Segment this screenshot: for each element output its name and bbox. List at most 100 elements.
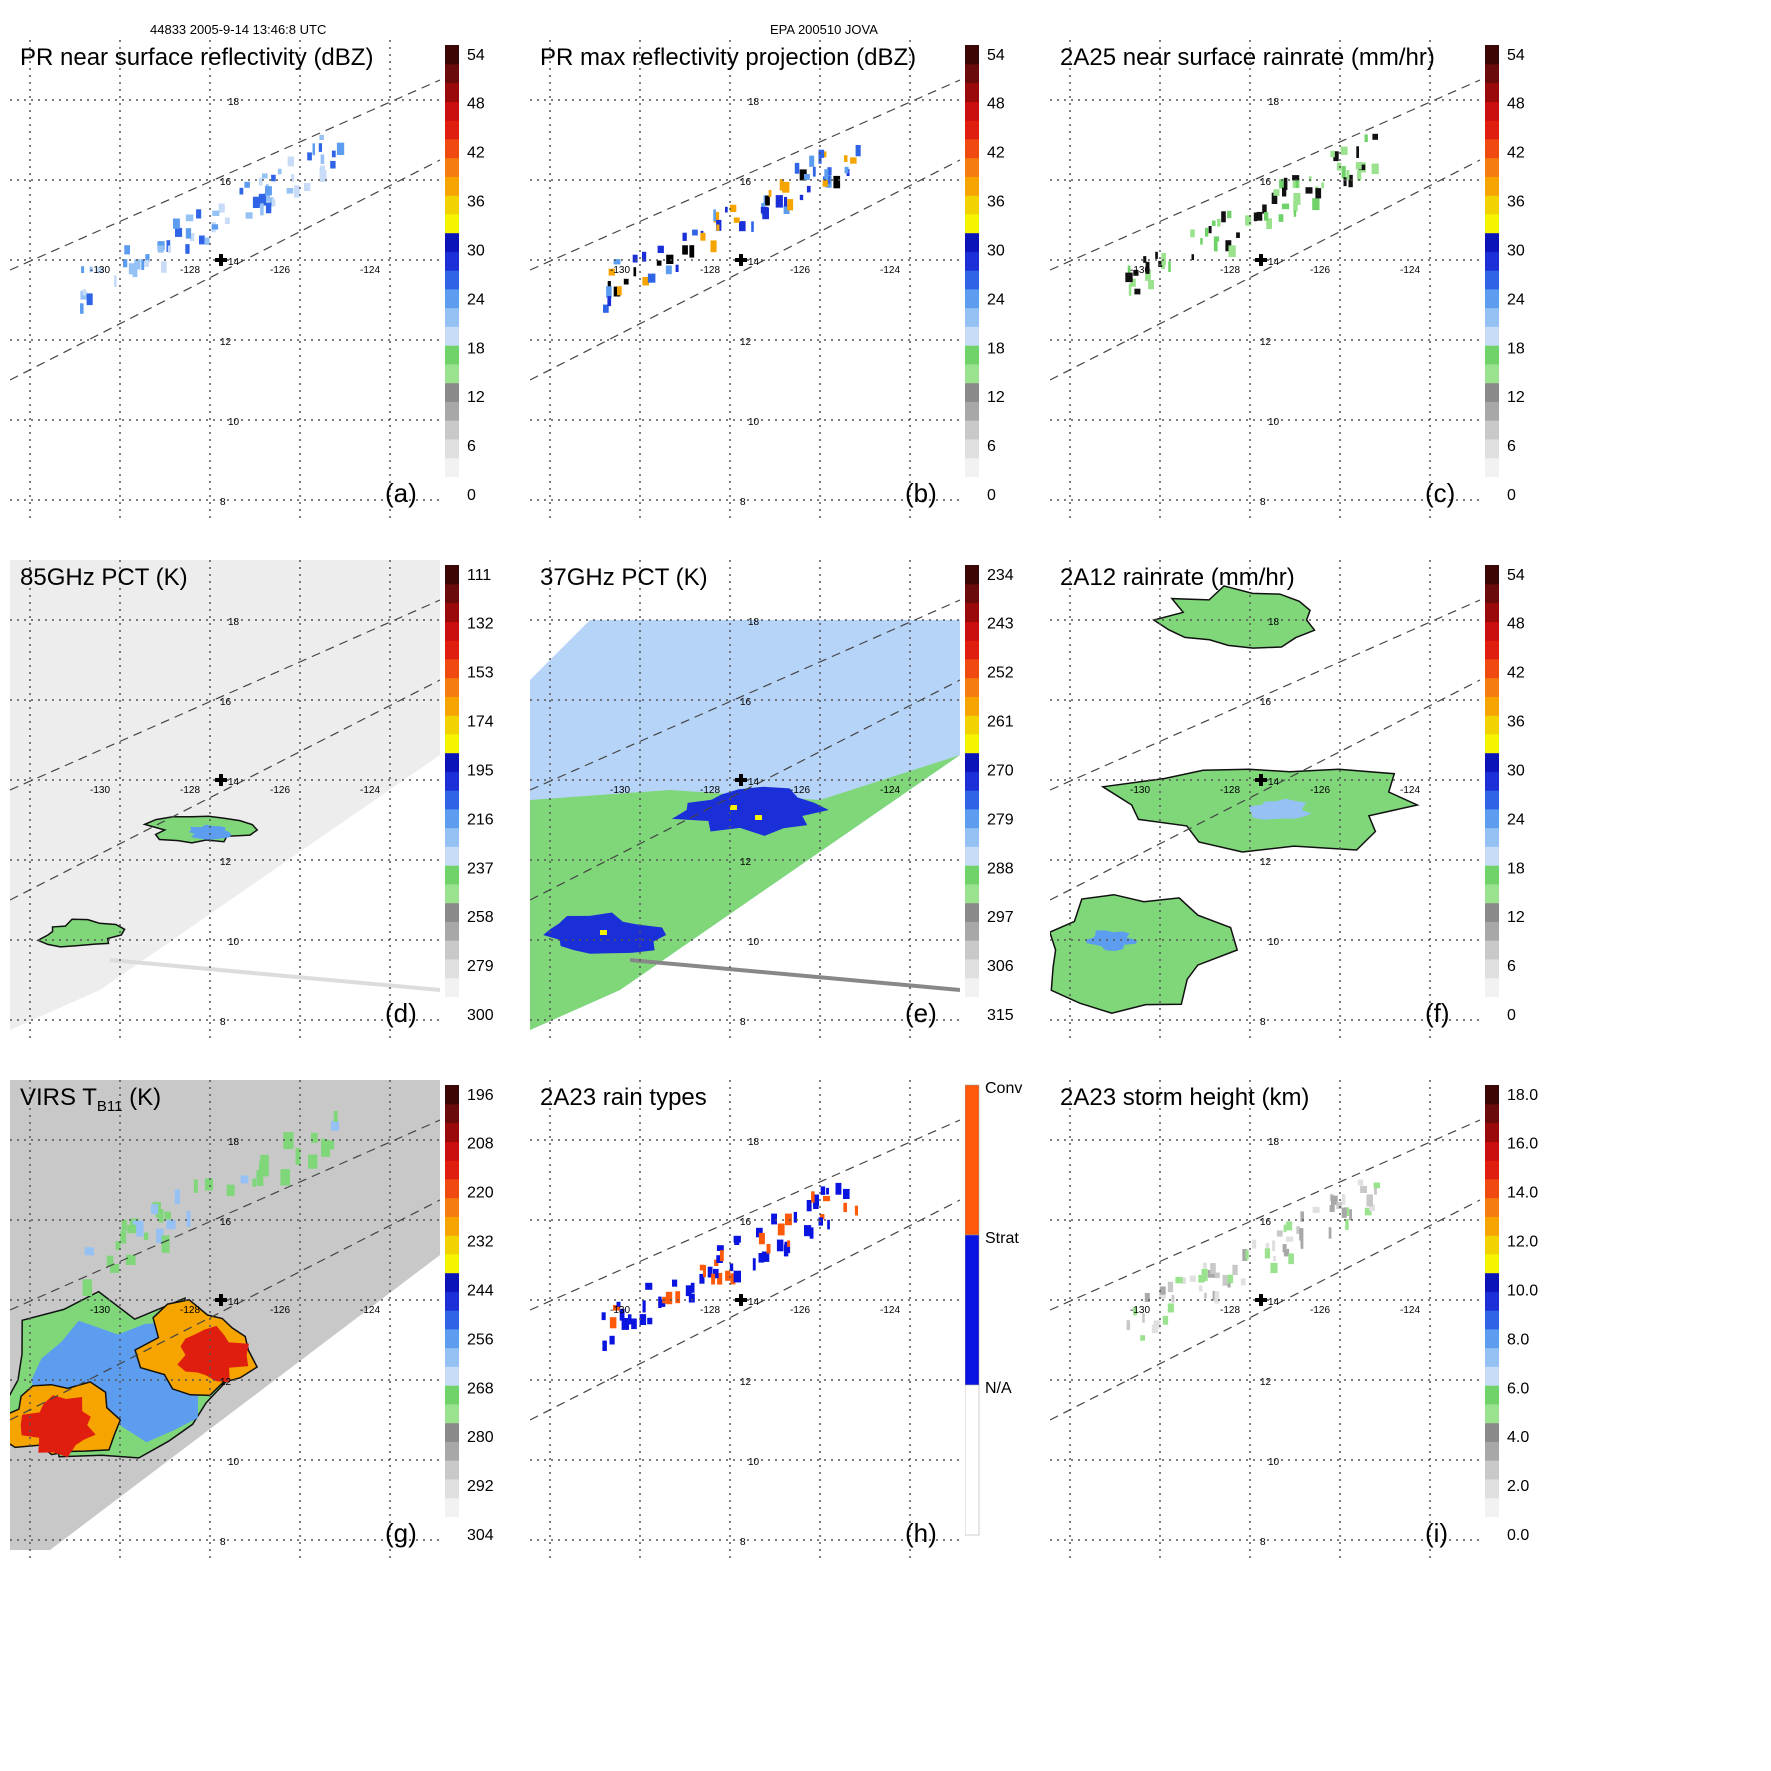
precip-pixel [1202,1262,1207,1269]
y-tick-label: 8 [220,1017,226,1028]
precip-pixel [819,1214,825,1220]
precip-pixel [1273,1256,1276,1262]
precip-pixel [609,1335,615,1345]
x-tick-label: -124 [880,265,900,276]
colorbar-label: 10.0 [1507,1282,1538,1299]
precip-pixel [1133,269,1139,276]
y-tick-label: 10 [1268,1457,1280,1468]
colorbar-segment [445,1366,459,1386]
precip-pixel [827,1219,830,1230]
colorbar-segment [1485,232,1499,252]
precip-pixel [642,251,647,262]
precip-pixel [1373,1182,1380,1189]
colorbar-segment [1485,752,1499,772]
colorbar-segment [1485,307,1499,327]
precip-pixel [812,166,816,177]
precip-pixel [331,150,336,158]
panel-letter: (b) [905,478,937,508]
precip-pixel [1204,1292,1207,1299]
colorbar-segment [965,382,979,402]
precip-pixel [1357,170,1362,181]
precip-pixel [804,174,810,180]
precip-pixel [855,145,861,157]
x-tick-label: -124 [1400,265,1420,276]
precip-pixel [714,1259,719,1266]
precip-pixel [854,1205,858,1216]
colorbar-segment [1485,996,1499,1016]
precip-pixel [330,160,336,169]
precip-pixel [843,1188,850,1199]
colorbar-label: 132 [467,616,494,633]
colorbar-segment [445,1403,459,1424]
swath-edge [530,79,960,271]
colorbar-segment [1485,771,1499,791]
precip-pixel [1213,1272,1220,1279]
precip-pixel [799,194,804,201]
colorbar-label: 297 [987,909,1014,926]
colorbar-label: 36 [467,194,485,211]
colorbar-segment [1485,1178,1499,1199]
precip-pixel [265,202,272,214]
storm-center-marker [1255,1294,1267,1306]
colorbar-segment [445,583,459,604]
colorbar-label: Strat [985,1230,1019,1247]
precip-pixel [818,149,825,158]
colorbar-segment [965,1234,980,1386]
colorbar-segment [1485,382,1499,402]
colorbar-segment [1485,1347,1499,1367]
cloud-speckle [310,1132,318,1143]
storm-name-label: EPA 200510 JOVA [770,22,878,37]
precip-pixel [1159,1286,1166,1295]
cloud-speckle [136,1221,144,1237]
colorbar-segment [445,363,459,384]
precip-pixel [319,134,324,141]
colorbar-segment [1485,1385,1499,1405]
x-tick-label: -126 [270,1305,290,1316]
colorbar-label: 18 [987,340,1005,357]
precip-pixel [1130,278,1136,287]
precip-pixel [1278,214,1284,222]
y-tick-label: 12 [740,857,752,868]
x-tick-label: -126 [790,265,810,276]
precip-pixel [1142,1313,1145,1323]
colorbar-segment [445,326,459,346]
precip-pixel [260,203,264,216]
precip-pixel [185,214,194,222]
precip-pixel [752,1258,756,1271]
precip-pixel [1227,210,1232,219]
colorbar-label: 0 [1507,1007,1516,1024]
precip-pixel [1345,1219,1349,1230]
precip-pixel [1181,1277,1187,1284]
colorbar-segment [965,288,979,309]
precip-pixel [1299,1228,1304,1241]
colorbar-label: 196 [467,1087,494,1104]
colorbar-segment [1485,326,1499,346]
precip-pixel [711,1273,716,1285]
precip-pixel [1145,261,1150,274]
colorbar-segment [1485,1516,1499,1536]
precip-pixel [760,206,768,214]
precip-pixel [1240,1278,1246,1286]
swath-edge [1050,679,1480,901]
colorbar-segment [445,1197,459,1217]
swath-edge [530,159,960,381]
x-tick-label: -124 [1400,1305,1420,1316]
colorbar-segment [965,771,979,791]
precip-pixel [1308,176,1312,182]
cloud-speckle [106,1255,114,1267]
y-tick-label: 16 [220,697,232,708]
colorbar-label: 279 [467,958,494,975]
y-tick-label: 8 [220,497,226,508]
precip-pixel [123,259,128,268]
precip-pixel [707,1266,713,1278]
colorbar-label: 30 [1507,762,1525,779]
y-tick-label: 14 [1268,257,1280,268]
colorbar-segment [1485,583,1499,604]
colorbar-label: 0 [987,487,996,504]
precip-pixel [710,240,717,253]
precip-pixel [269,197,274,207]
y-tick-label: 18 [748,1137,760,1148]
precip-pixel [623,278,629,285]
precip-pixel [761,1251,770,1262]
colorbar-segment [1485,363,1499,384]
